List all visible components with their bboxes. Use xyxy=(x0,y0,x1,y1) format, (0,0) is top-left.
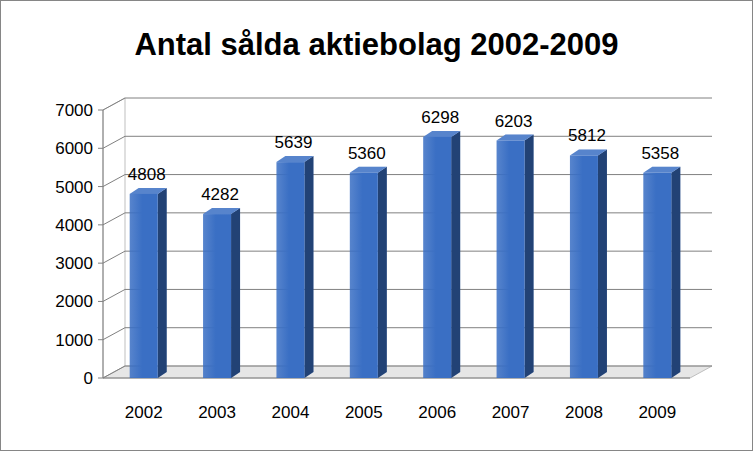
bar-side-shade xyxy=(451,131,460,378)
x-tick-label: 2005 xyxy=(345,403,383,422)
data-label: 4282 xyxy=(201,185,239,204)
x-tick-label: 2009 xyxy=(638,403,676,422)
bar xyxy=(350,173,378,378)
bar-side xyxy=(525,135,534,378)
grid-line xyxy=(103,289,712,301)
y-tick-label: 3000 xyxy=(55,254,93,273)
chart-container: Antal sålda aktiebolag 2002-2009 0 1000 200… xyxy=(0,0,753,451)
bar xyxy=(130,194,158,378)
side-wall xyxy=(103,98,125,378)
grid-line xyxy=(103,175,712,187)
grid-line xyxy=(103,328,712,340)
bar-side-shade xyxy=(378,167,387,378)
bar-side xyxy=(158,188,167,378)
bar-top xyxy=(570,149,607,155)
grid-line xyxy=(103,251,712,263)
x-tick-label: 2008 xyxy=(565,403,603,422)
bar-top xyxy=(497,135,534,141)
bar-top-shade xyxy=(570,149,607,155)
x-tick-label: 2006 xyxy=(418,403,456,422)
grid-line xyxy=(103,136,712,148)
tick-mark xyxy=(98,378,103,379)
data-label: 6203 xyxy=(495,112,533,131)
bar xyxy=(276,162,304,378)
bar-side xyxy=(671,167,680,378)
bar xyxy=(497,141,525,378)
bars xyxy=(130,131,681,378)
bar-top-shade xyxy=(497,135,534,141)
grid-line xyxy=(103,366,712,378)
grid-line xyxy=(103,213,712,225)
y-tick-label: 4000 xyxy=(55,216,93,235)
grid-line xyxy=(103,98,712,110)
bar-top xyxy=(350,167,387,173)
bar-side-shade xyxy=(231,208,240,378)
data-label: 5360 xyxy=(348,144,386,163)
y-tick-label: 1000 xyxy=(55,331,93,350)
bar-side-shade xyxy=(671,167,680,378)
bar-side xyxy=(598,149,607,378)
tick-mark xyxy=(98,263,103,264)
data-label: 4808 xyxy=(128,165,166,184)
bar-top-shade xyxy=(350,167,387,173)
tick-mark xyxy=(98,301,103,302)
bar-top xyxy=(276,156,313,162)
y-tick-label: 5000 xyxy=(55,178,93,197)
chart-title: Antal sålda aktiebolag 2002-2009 xyxy=(134,27,618,62)
chart-svg: Antal sålda aktiebolag 2002-2009 0 1000 200… xyxy=(0,0,753,451)
y-tick-label: 6000 xyxy=(55,139,93,158)
y-tick-label: 2000 xyxy=(55,292,93,311)
bar-side-shade xyxy=(598,149,607,378)
bar-top-shade xyxy=(423,131,460,137)
bar-side xyxy=(231,208,240,378)
tick-mark xyxy=(98,224,103,225)
bar-side xyxy=(378,167,387,378)
x-tick-label: 2004 xyxy=(272,403,310,422)
y-axis-line xyxy=(103,110,104,378)
bar-side xyxy=(304,156,313,378)
bar-side-shade xyxy=(304,156,313,378)
y-tick-label: 7000 xyxy=(55,101,93,120)
bar-side xyxy=(451,131,460,378)
data-label: 5639 xyxy=(275,133,313,152)
bar-top xyxy=(423,131,460,137)
bar-top xyxy=(203,208,240,214)
x-tick-label: 2002 xyxy=(125,403,163,422)
tick-mark xyxy=(98,186,103,187)
bar-top-shade xyxy=(130,188,167,194)
bar xyxy=(203,214,231,378)
x-tick-label: 2007 xyxy=(492,403,530,422)
bar-side-shade xyxy=(525,135,534,378)
bar-top xyxy=(643,167,680,173)
data-label: 5358 xyxy=(641,144,679,163)
bar-top-shade xyxy=(276,156,313,162)
bar-top-shade xyxy=(203,208,240,214)
tick-mark xyxy=(98,110,103,111)
bar-side-shade xyxy=(158,188,167,378)
tick-mark xyxy=(98,339,103,340)
bar-top-shade xyxy=(643,167,680,173)
bar xyxy=(570,155,598,378)
x-axis-line xyxy=(103,378,690,379)
tick-mark xyxy=(98,148,103,149)
data-label: 5812 xyxy=(568,126,606,145)
x-tick-label: 2003 xyxy=(198,403,236,422)
data-label: 6298 xyxy=(421,108,459,127)
floor xyxy=(103,366,712,378)
bar xyxy=(643,173,671,378)
bar xyxy=(423,137,451,378)
chart-frame xyxy=(1,1,753,451)
bar-top xyxy=(130,188,167,194)
y-tick-label: 0 xyxy=(84,369,93,388)
